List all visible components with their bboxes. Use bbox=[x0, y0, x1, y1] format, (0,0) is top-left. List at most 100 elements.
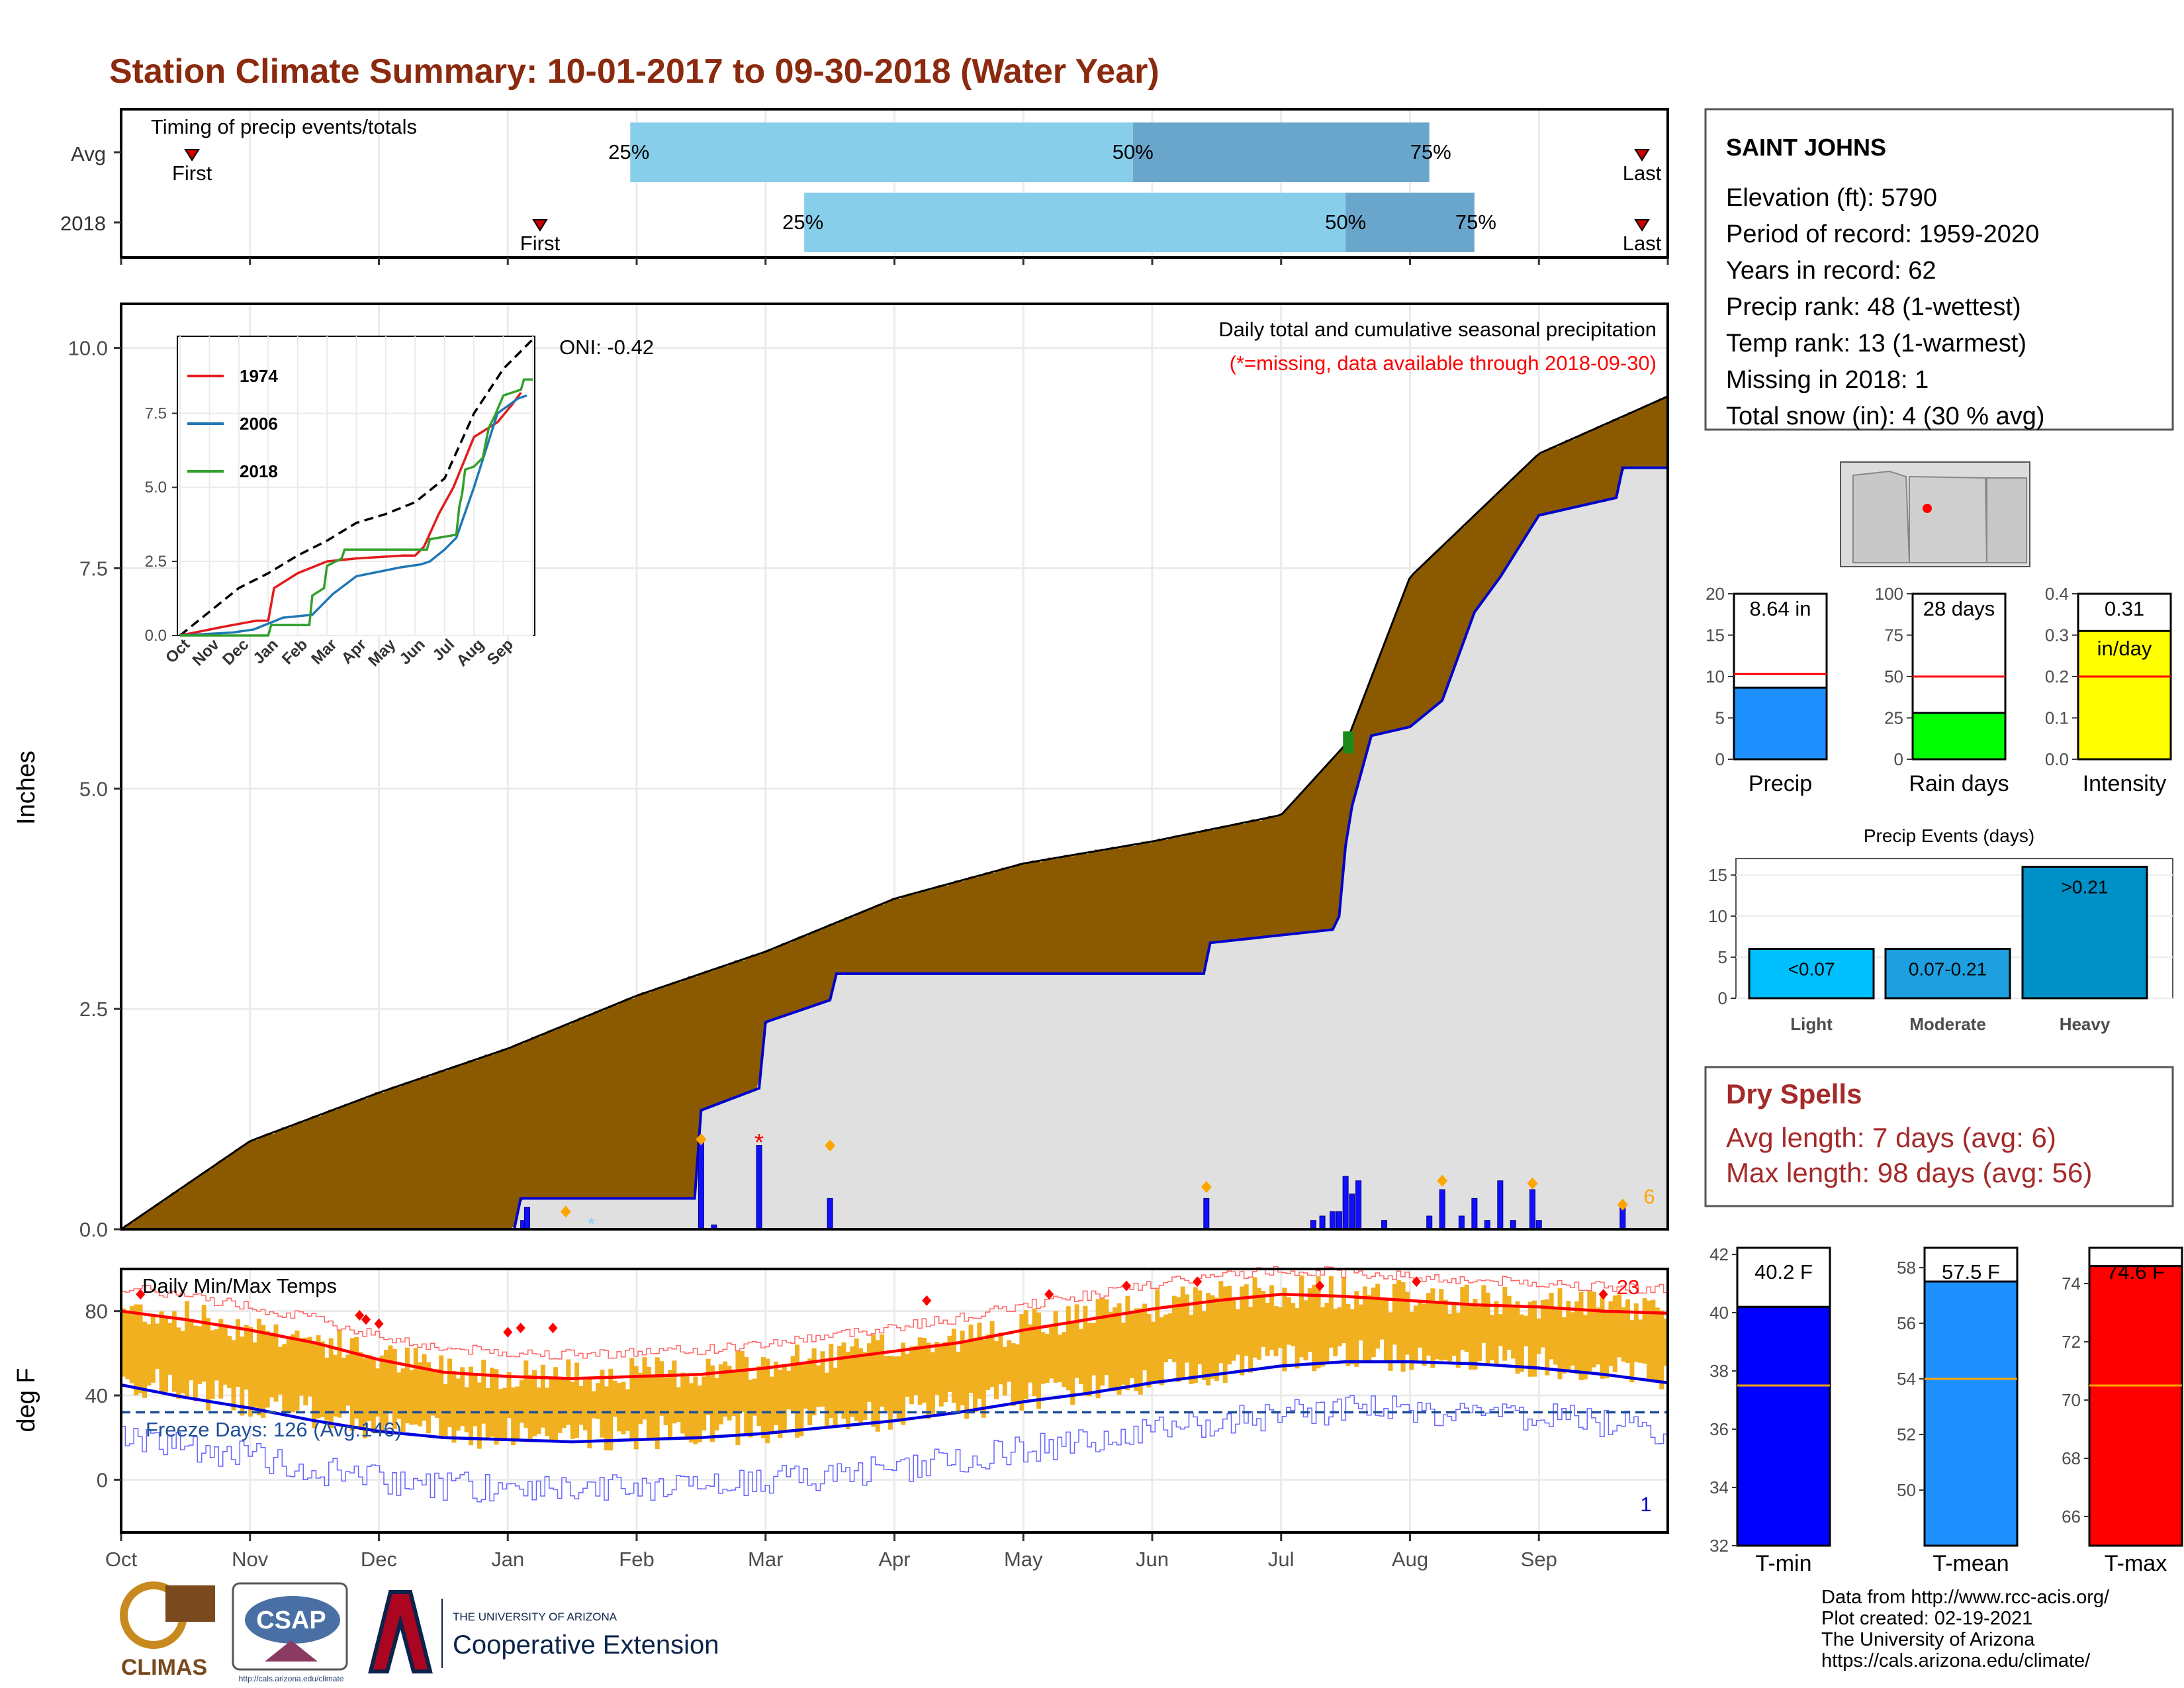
precip-2018-cumulative-line bbox=[121, 466, 1668, 1231]
timing-title: Timing of precip events/totals bbox=[151, 115, 417, 138]
temp-daily-bar bbox=[829, 1344, 834, 1418]
precip-event-diamond bbox=[825, 1139, 836, 1152]
events-bar-label: <0.07 bbox=[1788, 959, 1835, 980]
temp-daily-bar bbox=[256, 1319, 261, 1416]
mini-bar-value bbox=[1733, 686, 1828, 761]
temp-daily-bar bbox=[735, 1351, 741, 1446]
temp-daily-bar bbox=[1574, 1301, 1580, 1374]
temp-daily-bar bbox=[138, 1304, 143, 1393]
temp-daily-bar bbox=[769, 1376, 774, 1432]
temp-daily-bar bbox=[134, 1304, 139, 1395]
footer-line-4: https://cals.arizona.edu/climate/ bbox=[1821, 1650, 2091, 1671]
temp-daily-bar bbox=[973, 1337, 978, 1413]
temp-daily-bar bbox=[816, 1365, 821, 1407]
timing-bar-lower bbox=[804, 193, 1346, 252]
temp-daily-bar bbox=[574, 1362, 580, 1438]
temp-daily-bar bbox=[1167, 1313, 1173, 1359]
temp-daily-bar bbox=[1235, 1309, 1240, 1355]
temp-summary-label-box bbox=[2088, 1246, 2183, 1268]
precip-daily-bar bbox=[1439, 1189, 1445, 1230]
precip-daily-bar bbox=[1342, 1176, 1349, 1230]
temp-daily-bar bbox=[375, 1368, 381, 1417]
temp-daily-bar bbox=[121, 1308, 126, 1377]
station-temp-rank: Temp rank: 13 (1-warmest) bbox=[1726, 330, 2026, 357]
temp-summary-ytick-label: 70 bbox=[2062, 1390, 2081, 1410]
mini-bar-ytick-label: 75 bbox=[1884, 626, 1903, 645]
temp-summary-name: T-max bbox=[2105, 1551, 2167, 1576]
temp-daily-bar bbox=[570, 1382, 575, 1439]
temp-daily-bar bbox=[1011, 1343, 1016, 1407]
temp-count-cold: 1 bbox=[1640, 1493, 1651, 1516]
temp-daily-bar bbox=[731, 1371, 736, 1417]
temp-summary-ytick-label: 38 bbox=[1709, 1361, 1729, 1381]
temp-daily-bar bbox=[328, 1338, 334, 1429]
inset-series-line bbox=[179, 338, 534, 637]
temp-record-diamond bbox=[1412, 1276, 1422, 1288]
temp-daily-bar bbox=[1185, 1294, 1190, 1363]
temp-daily-bar bbox=[519, 1380, 524, 1423]
temp-daily-bar bbox=[680, 1372, 686, 1434]
temp-summary-ytick-label: 74 bbox=[2062, 1274, 2081, 1293]
temp-daily-bar bbox=[125, 1310, 130, 1380]
temp-daily-bar bbox=[201, 1305, 206, 1382]
mini-bar-name: Intensity bbox=[2083, 771, 2167, 796]
temp-daily-bar bbox=[430, 1371, 435, 1416]
temp-daily-bar bbox=[1176, 1297, 1181, 1382]
temp-daily-bar bbox=[1333, 1308, 1338, 1356]
temp-daily-bar bbox=[1062, 1332, 1067, 1387]
temp-record-min-line bbox=[121, 1395, 1668, 1503]
temp-daily-bar bbox=[1655, 1307, 1660, 1380]
temp-daily-bar bbox=[1091, 1323, 1097, 1376]
precip-event-diamond bbox=[560, 1205, 571, 1218]
temp-daily-bar bbox=[358, 1352, 363, 1430]
temp-daily-bar bbox=[1337, 1307, 1342, 1346]
precip-event-diamond bbox=[1527, 1177, 1538, 1190]
temp-daily-bar bbox=[197, 1326, 203, 1384]
temp-daily-bar bbox=[1540, 1300, 1545, 1348]
temp-record-diamond bbox=[1193, 1276, 1203, 1288]
temp-daily-bar bbox=[604, 1386, 609, 1450]
temp-daily-bar bbox=[1193, 1287, 1198, 1383]
temp-daily-bar bbox=[1214, 1297, 1219, 1382]
station-frame bbox=[1704, 108, 2174, 431]
temp-daily-bar bbox=[968, 1324, 974, 1393]
footer-line-2: Plot created: 02-19-2021 bbox=[1821, 1608, 2032, 1629]
temp-daily-bar bbox=[1261, 1291, 1266, 1347]
events-bar bbox=[1884, 948, 2011, 1000]
timing-bar-upper bbox=[1345, 193, 1475, 252]
precip-ytick-label: 10.0 bbox=[68, 337, 108, 360]
station-location-marker bbox=[1923, 504, 1932, 513]
temp-daily-bar bbox=[324, 1358, 330, 1421]
events-category-label: Moderate bbox=[1909, 1014, 1986, 1034]
temp-daily-bar bbox=[527, 1375, 533, 1442]
temp-daily-bar bbox=[400, 1368, 406, 1432]
temp-title: Daily Min/Max Temps bbox=[142, 1274, 337, 1297]
temp-record-diamond bbox=[516, 1323, 525, 1334]
temp-daily-bar bbox=[269, 1333, 275, 1398]
temp-daily-bar bbox=[1328, 1276, 1334, 1348]
temp-daily-bar bbox=[1032, 1308, 1037, 1396]
temp-daily-bar bbox=[1642, 1298, 1647, 1364]
timing-q50-label: 50% bbox=[1113, 140, 1154, 164]
temp-daily-bar bbox=[392, 1349, 397, 1429]
temp-daily-bar bbox=[1138, 1308, 1143, 1395]
temp-daily-bar bbox=[1210, 1295, 1215, 1379]
temp-daily-bar bbox=[1273, 1306, 1279, 1356]
temp-daily-bar bbox=[1596, 1307, 1601, 1365]
temp-daily-bar bbox=[608, 1368, 614, 1451]
inset-ytick-label: 5.0 bbox=[145, 479, 167, 496]
temp-summary-ytick-label: 54 bbox=[1897, 1369, 1916, 1389]
temp-daily-bar bbox=[1197, 1290, 1203, 1365]
temp-daily-bar bbox=[1058, 1335, 1062, 1382]
temp-daily-bar bbox=[1473, 1299, 1478, 1370]
temp-summary-ytick-label: 66 bbox=[2062, 1507, 2081, 1526]
ua-logo-a-icon bbox=[368, 1590, 433, 1673]
temp-daily-bar bbox=[938, 1344, 944, 1407]
temp-daily-bar bbox=[1240, 1286, 1245, 1376]
precip-daily-bar bbox=[756, 1145, 762, 1230]
mini-bar-name: Rain days bbox=[1909, 771, 2009, 796]
temp-daily-bar bbox=[795, 1344, 799, 1438]
temp-daily-bar bbox=[171, 1311, 177, 1392]
timing-row-label-2018: 2018 bbox=[60, 212, 106, 235]
